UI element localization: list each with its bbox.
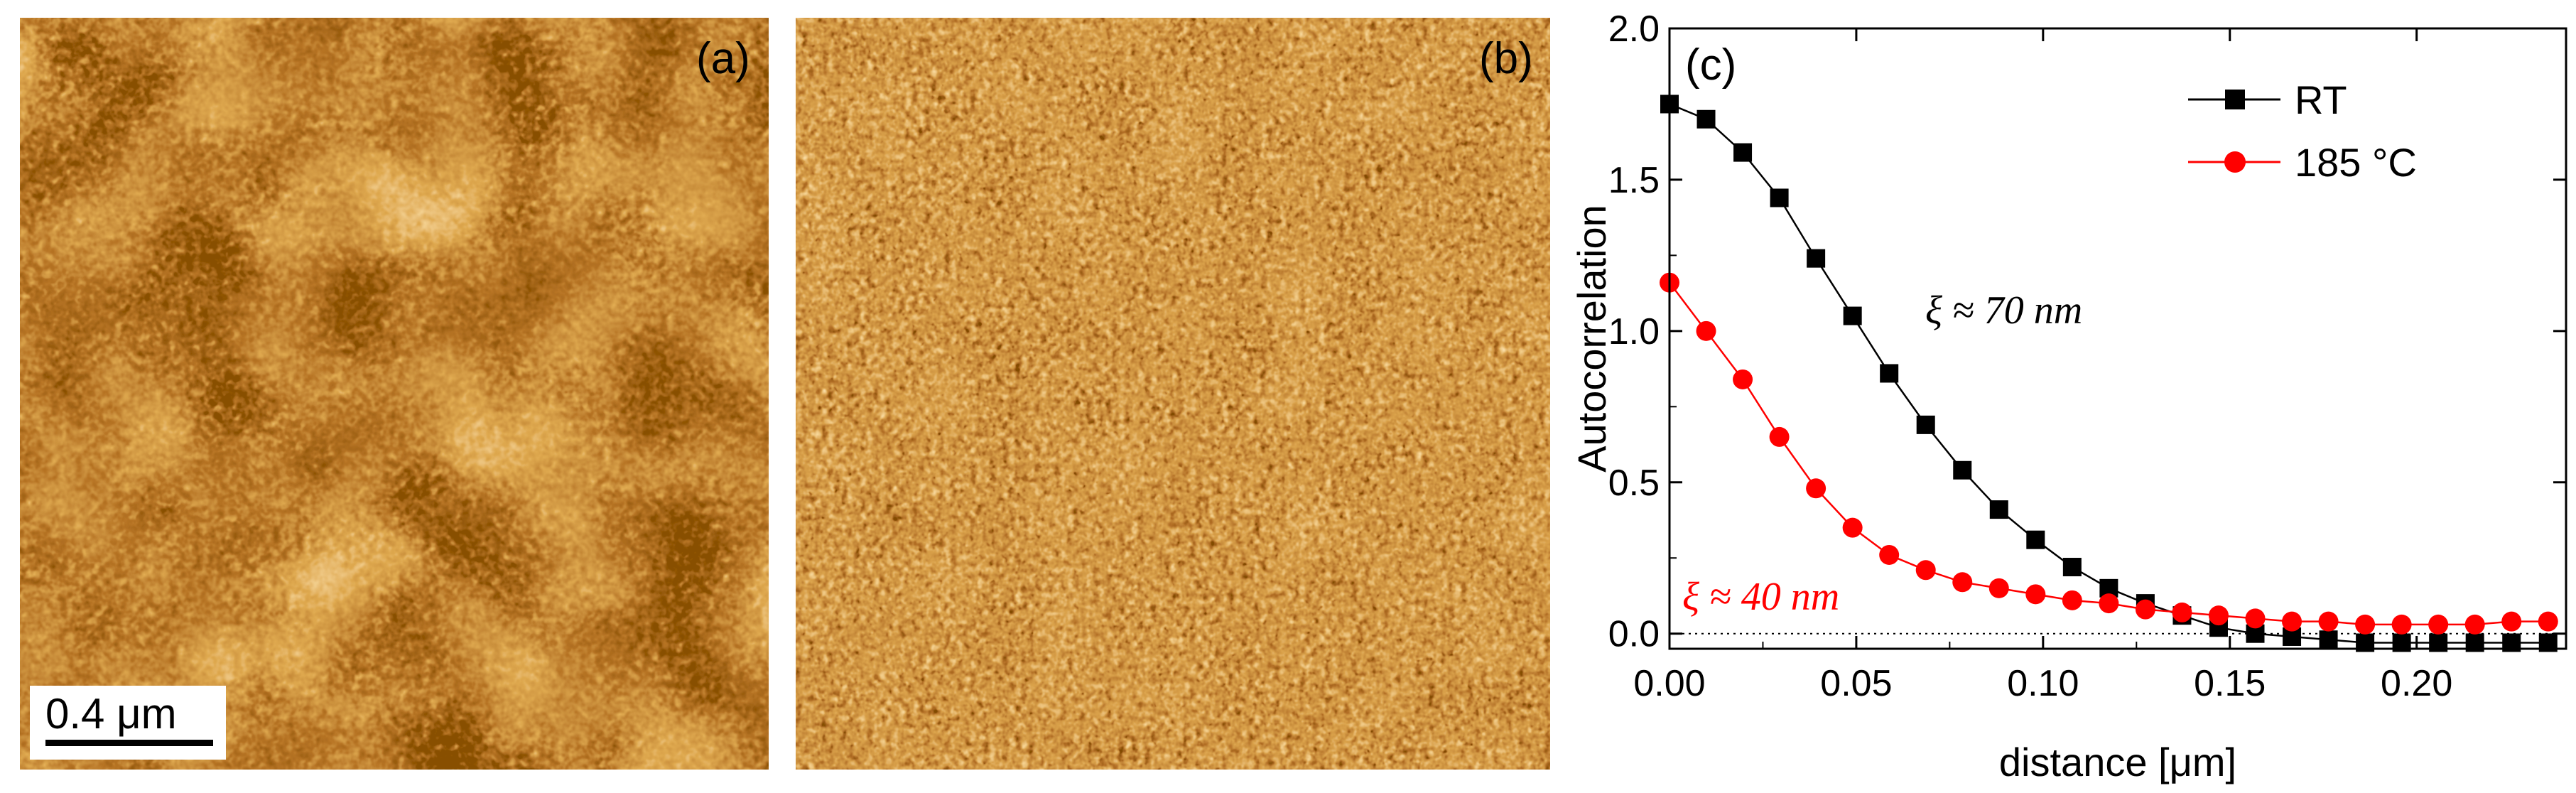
data-point-rt [1770, 188, 1789, 207]
data-point-185c [1696, 320, 1716, 341]
afm-image-panel-a: (a) 0.4 μm [20, 18, 769, 770]
data-point-rt [1880, 364, 1899, 383]
data-point-185c [2464, 614, 2485, 635]
data-point-185c [2208, 605, 2229, 626]
data-point-rt [2062, 558, 2082, 577]
y-axis-label: Autocorrelation [1569, 205, 1614, 473]
data-point-185c [2135, 599, 2155, 620]
data-point-185c [1806, 478, 1827, 499]
data-point-185c [2245, 608, 2266, 629]
legend-marker-185c [2224, 151, 2246, 173]
data-point-rt [1953, 460, 1972, 480]
annotation-rt-correlation-length: ξ ≈ 70 nm [1925, 288, 2082, 333]
autocorrelation-chart: 0.00 0.05 0.10 0.15 0.20 0.0 0.5 1.0 1.5 2.0 (c) … [1563, 0, 2576, 793]
chart-svg: 0.00 0.05 0.10 0.15 0.200.00.51.01.52.0 (c) … [1569, 9, 2567, 784]
data-point-rt [1807, 249, 1826, 268]
data-point-rt [1843, 306, 1862, 325]
data-point-185c [1879, 544, 1900, 565]
x-tick-label: 0.05 [1820, 663, 1892, 704]
data-point-rt [2026, 530, 2045, 549]
x-tick-label: 0.15 [2194, 663, 2266, 704]
data-point-rt [1989, 500, 2008, 519]
scale-bar-box [30, 686, 226, 760]
data-point-185c [2428, 614, 2449, 635]
data-point-rt [1733, 143, 1753, 162]
x-tick-label: 0.10 [2007, 663, 2079, 704]
data-point-185c [2099, 593, 2119, 614]
data-point-185c [2025, 584, 2046, 605]
series-line-1 [1669, 281, 2548, 626]
data-point-185c [1733, 369, 1753, 389]
y-tick-label: 1.5 [1608, 160, 1660, 201]
data-point-185c [2062, 590, 2082, 610]
data-point-185c [2355, 614, 2376, 635]
data-point-185c [1769, 426, 1790, 447]
legend: RT 185 °C [2188, 77, 2417, 185]
data-point-185c [2318, 611, 2339, 632]
data-point-185c [1952, 572, 1973, 593]
data-point-185c [2391, 614, 2412, 635]
afm-image-panel-b: (b) [796, 18, 1550, 770]
y-tick-label: 2.0 [1608, 9, 1660, 50]
data-point-185c [1915, 560, 1936, 581]
legend-marker-rt [2225, 90, 2245, 109]
data-point-rt [2319, 630, 2338, 649]
data-point-rt [1916, 415, 1935, 434]
series-line-0 [1669, 103, 2548, 644]
scale-bar-label: 0.4 μm [45, 690, 177, 738]
scale-bar [45, 740, 213, 746]
afm-image-b: (b) [796, 18, 1550, 770]
data-point-rt [1696, 109, 1716, 129]
y-tick-label: 0.5 [1608, 463, 1660, 504]
x-tick-label: 0.20 [2381, 663, 2452, 704]
y-tick-label: 0.0 [1608, 614, 1660, 655]
panel-a-label: (a) [696, 34, 750, 83]
x-tick-label: 0.00 [1633, 663, 1705, 704]
legend-label-0: RT [2295, 77, 2347, 122]
legend-label-1: 185 °C [2295, 140, 2417, 185]
y-tick-label: 1.0 [1608, 311, 1660, 352]
panel-b-label: (b) [1479, 34, 1533, 83]
plot-frame [1668, 27, 2567, 650]
annotation-185c-correlation-length: ξ ≈ 40 nm [1682, 575, 1839, 619]
data-point-185c [2538, 611, 2558, 632]
data-point-185c [2501, 611, 2522, 632]
panel-c-label: (c) [1685, 41, 1736, 90]
afm-image-a: (a) 0.4 μm [20, 18, 769, 770]
x-axis-label: distance [μm] [1999, 740, 2236, 784]
data-point-185c [2172, 602, 2192, 622]
data-point-185c [1842, 517, 1863, 538]
data-point-185c [1988, 578, 2009, 598]
data-point-185c [2282, 611, 2302, 632]
